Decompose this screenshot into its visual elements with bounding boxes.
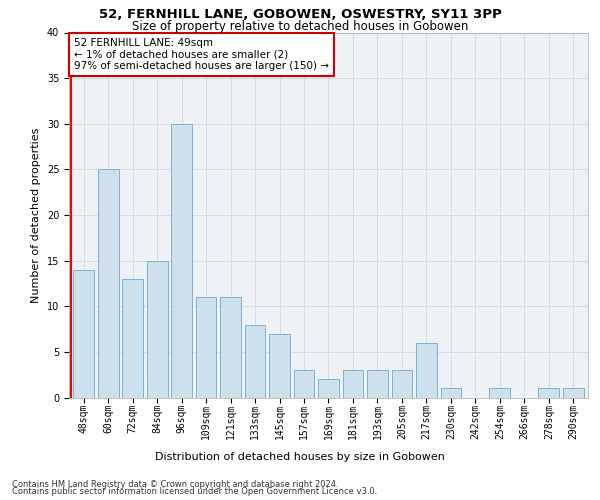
Bar bbox=[343, 370, 364, 398]
Bar bbox=[318, 380, 339, 398]
Text: Size of property relative to detached houses in Gobowen: Size of property relative to detached ho… bbox=[132, 20, 468, 33]
Bar bbox=[171, 124, 192, 398]
Bar bbox=[490, 388, 510, 398]
Y-axis label: Number of detached properties: Number of detached properties bbox=[31, 128, 41, 302]
Text: 52, FERNHILL LANE, GOBOWEN, OSWESTRY, SY11 3PP: 52, FERNHILL LANE, GOBOWEN, OSWESTRY, SY… bbox=[98, 8, 502, 20]
Bar bbox=[122, 279, 143, 398]
Bar bbox=[416, 343, 437, 398]
Text: 52 FERNHILL LANE: 49sqm
← 1% of detached houses are smaller (2)
97% of semi-deta: 52 FERNHILL LANE: 49sqm ← 1% of detached… bbox=[74, 38, 329, 71]
Text: Distribution of detached houses by size in Gobowen: Distribution of detached houses by size … bbox=[155, 452, 445, 462]
Bar bbox=[196, 297, 217, 398]
Bar bbox=[245, 324, 265, 398]
Bar bbox=[440, 388, 461, 398]
Bar bbox=[293, 370, 314, 398]
Bar bbox=[392, 370, 412, 398]
Bar bbox=[220, 297, 241, 398]
Bar bbox=[98, 170, 119, 398]
Bar bbox=[73, 270, 94, 398]
Bar bbox=[269, 334, 290, 398]
Text: Contains HM Land Registry data © Crown copyright and database right 2024.: Contains HM Land Registry data © Crown c… bbox=[12, 480, 338, 489]
Bar bbox=[538, 388, 559, 398]
Text: Contains public sector information licensed under the Open Government Licence v3: Contains public sector information licen… bbox=[12, 487, 377, 496]
Bar bbox=[147, 260, 167, 398]
Bar bbox=[563, 388, 584, 398]
Bar bbox=[367, 370, 388, 398]
